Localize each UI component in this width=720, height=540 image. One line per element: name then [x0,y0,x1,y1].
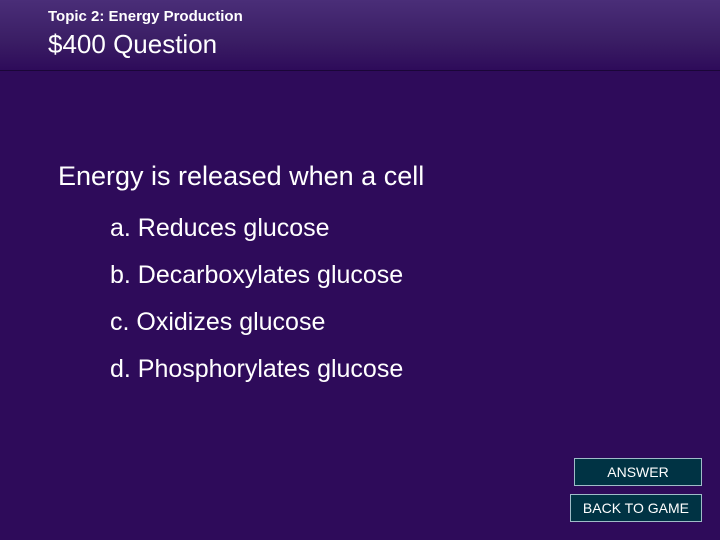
option-a: a. Reduces glucose [0,214,720,243]
option-c: c. Oxidizes glucose [0,308,720,337]
topic-label: Topic 2: Energy Production [0,8,720,29]
slide-header: Topic 2: Energy Production $400 Question [0,0,720,71]
back-to-game-button[interactable]: BACK TO GAME [570,494,702,522]
nav-button-stack: ANSWER BACK TO GAME [570,458,702,522]
question-stem: Energy is released when a cell [0,161,720,192]
option-d: d. Phosphorylates glucose [0,355,720,384]
question-value-label: $400 Question [0,29,720,60]
option-b: b. Decarboxylates glucose [0,261,720,290]
answer-button[interactable]: ANSWER [574,458,702,486]
question-body: Energy is released when a cell a. Reduce… [0,71,720,384]
